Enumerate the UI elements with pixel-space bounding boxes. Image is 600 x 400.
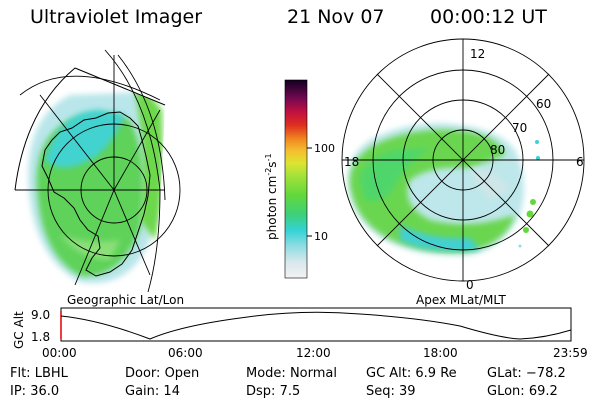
info-flt: Flt: LBHL [10,366,68,381]
date-readout: 21 Nov 07 [287,6,385,28]
coastline [41,111,151,277]
instrument-title: Ultraviolet Imager [30,6,203,28]
mlat-label-70: 70 [512,121,527,135]
colorbar-unit-label: photon cm-2s-1 [264,153,279,240]
colorbar-tick-10: 10 [314,230,328,243]
apex-polar-map: 12 18 6 0 60 70 80 [341,38,585,292]
xtick-1200: 12:00 [296,346,331,360]
altitude-ylabel: GC Alt [12,311,26,349]
mlt-label-0: 0 [466,278,474,292]
info-door: Door: Open [125,366,200,381]
right-map-label: Apex MLat/MLT [416,293,506,307]
altitude-plot: GC Alt 9.0 1.8 00:00 06:00 12:00 18:00 2… [12,307,588,360]
polar-data-points [518,140,540,248]
xtick-2359: 23:59 [553,346,588,360]
xtick-0000: 00:00 [42,346,77,360]
info-seq: Seq: 39 [366,384,416,399]
colorbar-tick-100: 100 [314,142,335,155]
mlt-label-18: 18 [344,155,359,169]
info-mode: Mode: Normal [246,366,337,381]
altitude-ytick-max: 9.0 [31,308,50,322]
polar-grid [341,38,585,282]
altitude-ytick-min: 1.8 [31,330,50,344]
mlt-label-6: 6 [576,155,584,169]
xtick-1800: 18:00 [423,346,458,360]
info-glon: GLon: 69.2 [487,384,558,399]
info-ip: IP: 36.0 [10,384,60,399]
geo-grid [15,49,181,293]
mlat-label-80: 80 [490,143,505,157]
time-readout: 00:00:12 UT [430,6,547,28]
altitude-curve [60,311,572,340]
mlt-label-12: 12 [470,47,485,61]
info-gain: Gain: 14 [125,384,180,399]
info-dsp: Dsp: 7.5 [246,384,301,399]
aurora-image-geographic [28,70,163,284]
mlat-label-60: 60 [536,97,551,111]
info-glat: GLat: −78.2 [487,366,566,381]
colorbar: 100 10 photon cm-2s-1 [264,79,335,279]
xtick-0600: 06:00 [168,346,203,360]
left-map-label: Geographic Lat/Lon [67,293,184,307]
info-gc-alt: GC Alt: 6.9 Re [366,366,457,381]
geographic-map [14,49,181,293]
